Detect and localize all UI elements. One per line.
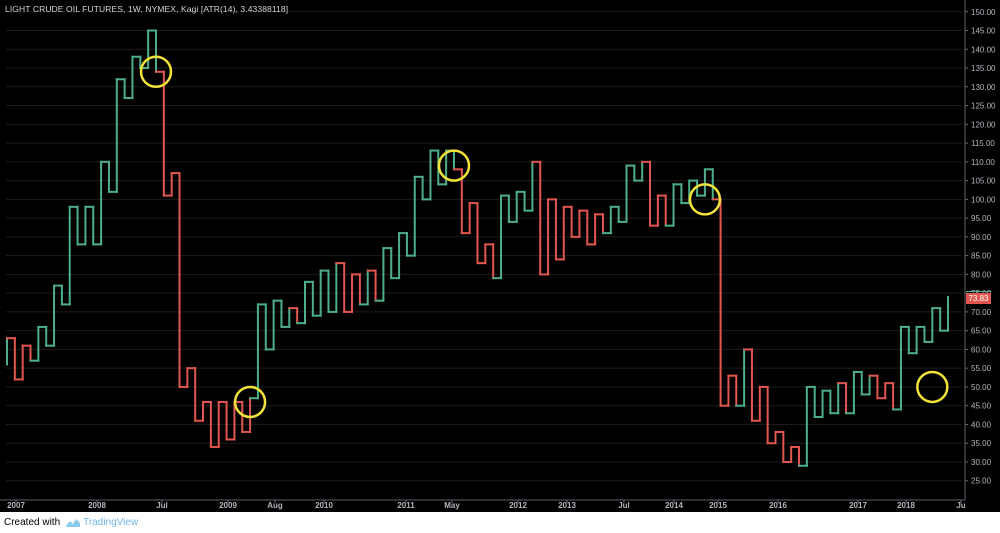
y-tick-label: 40.00 xyxy=(971,420,992,429)
x-tick-label: 2010 xyxy=(315,501,333,510)
kagi-chart[interactable]: 25.00 30.00 35.00 40.00 45.00 50.00 55.00 60.00… xyxy=(0,0,1000,512)
highlight-circle xyxy=(437,149,471,182)
footer: Created with TradingView xyxy=(0,512,1000,533)
highlight-circle xyxy=(916,370,949,404)
highlight-circle xyxy=(139,55,173,89)
x-axis: 2007 2008 Jul 2009 Aug 2010 2011 May 2012 2013 Jul… xyxy=(7,500,966,510)
y-tick-label: 95.00 xyxy=(971,214,992,223)
highlight-circle xyxy=(688,183,722,216)
x-tick-label: Jul xyxy=(156,501,168,510)
x-tick-label: Ju xyxy=(956,501,965,510)
x-tick-label: 2015 xyxy=(709,501,727,510)
y-tick-label: 25.00 xyxy=(971,477,992,486)
tradingview-logo-icon xyxy=(66,519,81,527)
axis-lines xyxy=(0,0,966,501)
y-tick-label: 100.00 xyxy=(971,195,996,204)
highlight-circles xyxy=(139,55,949,419)
x-tick-label: Jul xyxy=(618,501,630,510)
x-tick-label: Aug xyxy=(267,501,283,510)
y-tick-label: 135.00 xyxy=(971,64,996,73)
x-tick-label: 2009 xyxy=(219,501,237,510)
y-tick-label: 115.00 xyxy=(971,139,995,148)
last-price-badge: 73.83 xyxy=(966,292,991,304)
x-tick-label: 2012 xyxy=(509,501,527,510)
y-tick-label: 30.00 xyxy=(971,458,992,467)
x-tick-label: 2016 xyxy=(769,501,787,510)
y-tick-label: 125.00 xyxy=(971,102,996,111)
y-tick-label: 105.00 xyxy=(971,177,996,186)
last-price-line xyxy=(966,290,991,292)
x-tick-label: 2014 xyxy=(665,501,683,510)
y-tick-label: 35.00 xyxy=(971,439,992,448)
highlight-circle xyxy=(233,385,267,419)
y-tick-label: 80.00 xyxy=(971,270,992,279)
kagi-series xyxy=(6,29,949,467)
y-tick-label: 90.00 xyxy=(971,233,992,242)
created-with-text: Created with xyxy=(4,517,61,528)
chart-grid xyxy=(6,11,968,482)
x-tick-label: 2011 xyxy=(397,501,415,510)
x-tick-label: 2007 xyxy=(7,501,25,510)
y-tick-label: 130.00 xyxy=(971,83,996,92)
y-tick-label: 140.00 xyxy=(971,45,996,54)
y-tick-label: 60.00 xyxy=(971,345,992,354)
y-tick-label: 55.00 xyxy=(971,364,992,373)
chart-area[interactable]: 25.00 30.00 35.00 40.00 45.00 50.00 55.00 60.00… xyxy=(0,0,1000,512)
y-axis: 25.00 30.00 35.00 40.00 45.00 50.00 55.00 60.00… xyxy=(971,8,996,486)
y-tick-label: 45.00 xyxy=(971,402,992,411)
x-tick-label: 2008 xyxy=(88,501,106,510)
y-tick-label: 110.00 xyxy=(971,158,995,167)
x-tick-label: 2013 xyxy=(558,501,576,510)
x-tick-label: May xyxy=(444,501,460,510)
chart-title: LIGHT CRUDE OIL FUTURES, 1W, NYMEX, Kagi… xyxy=(5,4,289,14)
y-tick-label: 70.00 xyxy=(971,308,992,317)
y-tick-label: 120.00 xyxy=(971,120,996,129)
x-tick-label: 2018 xyxy=(897,501,915,510)
x-tick-label: 2017 xyxy=(849,501,867,510)
tradingview-brand[interactable]: TradingView xyxy=(83,517,139,528)
y-tick-label: 65.00 xyxy=(971,327,992,336)
y-tick-label: 145.00 xyxy=(971,27,996,36)
y-tick-label: 150.00 xyxy=(971,8,996,17)
y-tick-label: 85.00 xyxy=(971,252,992,261)
y-tick-label: 50.00 xyxy=(971,383,992,392)
